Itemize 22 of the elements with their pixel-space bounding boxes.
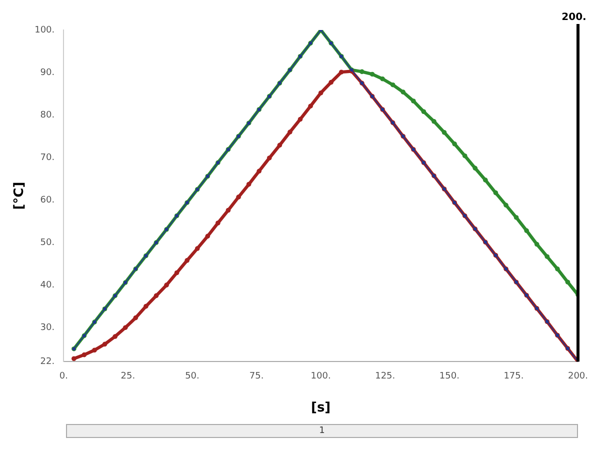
- y-tick-label: 22.: [40, 356, 55, 367]
- x-axis-title: [s]: [311, 400, 331, 416]
- x-tick-label: 0.: [59, 371, 68, 382]
- x-tick-label: 200.: [568, 371, 588, 382]
- text: 1: [66, 424, 578, 438]
- x-tick-label: 25.: [120, 371, 136, 382]
- y-tick-label: 80.: [40, 110, 55, 120]
- x-tick-label: 75.: [249, 371, 264, 382]
- x-tick-label: 125.: [375, 371, 396, 382]
- x-tick-label: 175.: [504, 371, 524, 382]
- y-axis-title: [°C]: [12, 182, 28, 210]
- x-tick-label: 50.: [185, 371, 200, 382]
- y-tick-label: 90.: [40, 68, 55, 78]
- y-tick-label: 100.: [34, 25, 55, 36]
- ref-line-label: 200.: [562, 12, 586, 23]
- y-tick-label: 70.: [40, 152, 55, 163]
- y-tick-label: 60.: [40, 195, 55, 206]
- y-tick-label: 40.: [40, 280, 55, 290]
- x-tick-label: 100.: [310, 371, 331, 382]
- y-tick-label: 30.: [40, 322, 55, 333]
- x-tick-label: 150.: [439, 371, 460, 382]
- y-tick-label: 50.: [40, 238, 55, 248]
